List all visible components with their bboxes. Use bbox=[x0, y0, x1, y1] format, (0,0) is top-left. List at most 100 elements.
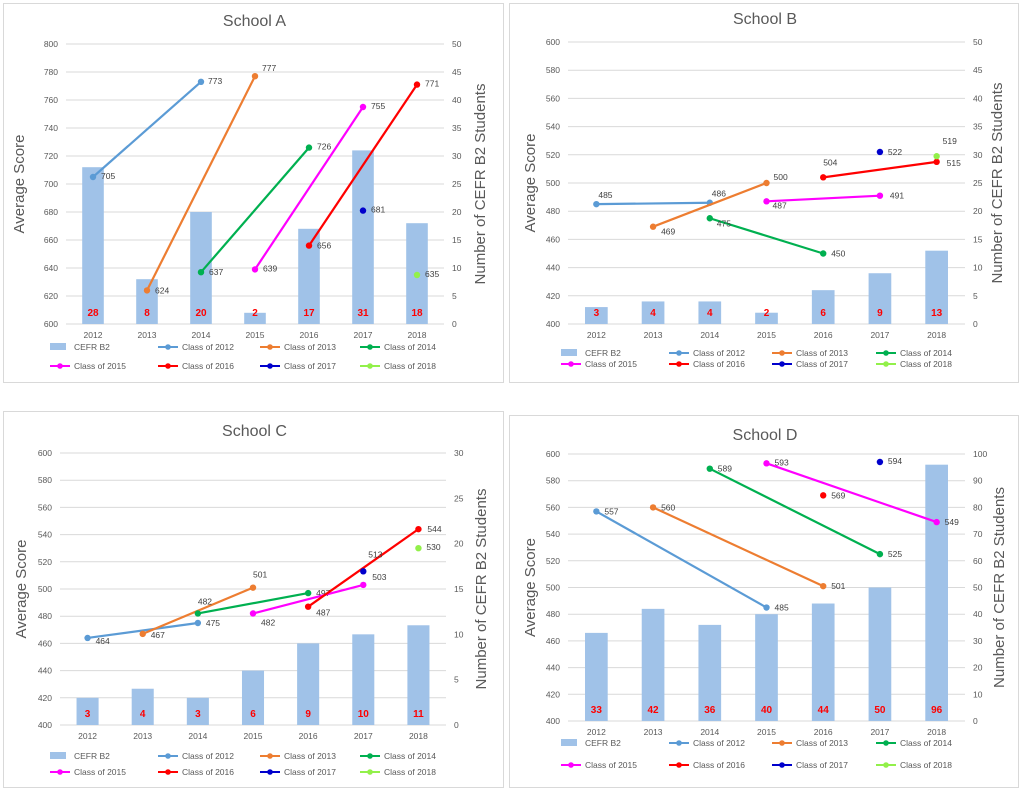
point-class-of-2015 bbox=[763, 198, 770, 205]
chart-school-a: School A60062064066068070072074076078080… bbox=[11, 13, 489, 371]
legend-marker bbox=[267, 753, 273, 759]
legend-marker bbox=[165, 363, 171, 369]
bar-2013 bbox=[136, 279, 158, 324]
line-class-of-2014 bbox=[197, 591, 309, 615]
bar-2012 bbox=[76, 697, 99, 725]
y-tick-label: 740 bbox=[44, 123, 58, 133]
legend-marker bbox=[779, 350, 785, 356]
y-tick-label: 420 bbox=[546, 291, 560, 301]
y2-tick-label: 70 bbox=[973, 529, 983, 539]
data-label: 726 bbox=[317, 142, 331, 152]
bar-value-label: 3 bbox=[85, 709, 91, 720]
bar-2016 bbox=[298, 228, 320, 324]
bar-2017 bbox=[352, 634, 375, 725]
legend-marker bbox=[883, 350, 889, 356]
bar-2017 bbox=[352, 150, 374, 324]
data-label: 469 bbox=[661, 227, 675, 237]
y-tick-label: 480 bbox=[546, 206, 560, 216]
y2-axis-title: Number of CEFR B2 Students bbox=[989, 83, 1006, 284]
y2-tick-label: 90 bbox=[973, 476, 983, 486]
y2-tick-label: 40 bbox=[973, 93, 983, 103]
bar-value-label: 6 bbox=[820, 308, 826, 319]
point-class-of-2012 bbox=[194, 619, 202, 627]
data-label: 450 bbox=[831, 249, 845, 259]
bar-value-label: 40 bbox=[761, 705, 773, 716]
line-class-of-2014 bbox=[709, 467, 881, 556]
chart-title: School A bbox=[223, 13, 286, 30]
point-class-of-2013 bbox=[139, 630, 146, 638]
y-tick-label: 440 bbox=[38, 666, 52, 676]
y-axis-title: Average Score bbox=[13, 540, 30, 639]
data-label: 487 bbox=[773, 200, 787, 210]
y2-tick-label: 20 bbox=[454, 539, 464, 549]
y-tick-label: 580 bbox=[546, 476, 560, 486]
point-class-of-2014 bbox=[706, 465, 713, 472]
y2-tick-label: 0 bbox=[452, 319, 457, 329]
x-tick-label: 2014 bbox=[188, 731, 207, 741]
data-label: 635 bbox=[425, 269, 439, 279]
x-tick-label: 2016 bbox=[300, 330, 319, 340]
y2-tick-label: 30 bbox=[973, 636, 983, 646]
data-label: 637 bbox=[209, 267, 223, 277]
chart-title: School D bbox=[733, 427, 798, 444]
point-class-of-2012 bbox=[197, 78, 205, 86]
y-tick-label: 480 bbox=[546, 609, 560, 619]
line-class-of-2015 bbox=[252, 583, 364, 615]
legend-label: Class of 2012 bbox=[693, 348, 745, 358]
legend-label: Class of 2013 bbox=[796, 738, 848, 748]
data-label: 705 bbox=[101, 171, 115, 181]
legend-swatch bbox=[561, 739, 577, 746]
y-tick-label: 520 bbox=[546, 556, 560, 566]
chart-panel-school-a: School A 600 620 640 660 680 700 720 740 760 780 80… bbox=[3, 3, 504, 383]
line-class-of-2015 bbox=[766, 462, 938, 524]
legend-marker bbox=[883, 361, 889, 367]
data-label: 503 bbox=[372, 572, 386, 582]
line-class-of-2012 bbox=[87, 621, 199, 640]
y-tick-label: 580 bbox=[38, 475, 52, 485]
y-tick-label: 460 bbox=[38, 638, 52, 648]
legend-marker bbox=[165, 769, 171, 775]
bar-value-label: 2 bbox=[764, 308, 770, 319]
data-label: 497 bbox=[316, 588, 330, 598]
point-class-of-2013 bbox=[251, 73, 259, 80]
y2-axis-title: Number of CEFR B2 Students bbox=[472, 84, 489, 285]
data-label: 501 bbox=[831, 581, 845, 591]
chart-title: School C bbox=[222, 423, 287, 440]
legend-marker bbox=[779, 361, 785, 367]
bar-2012 bbox=[82, 167, 104, 324]
bar-value-label: 4 bbox=[707, 308, 713, 319]
point-class-of-2012 bbox=[84, 634, 91, 642]
bar-value-label: 13 bbox=[931, 308, 943, 319]
y2-tick-label: 0 bbox=[454, 720, 459, 730]
line-class-of-2013 bbox=[652, 181, 767, 228]
bar-2015 bbox=[755, 312, 778, 324]
legend-label: Class of 2015 bbox=[74, 361, 126, 371]
data-label: 467 bbox=[151, 630, 165, 640]
data-label: 475 bbox=[717, 218, 731, 228]
y-tick-label: 640 bbox=[44, 263, 58, 273]
point-class-of-2013 bbox=[143, 287, 151, 294]
x-tick-label: 2018 bbox=[408, 330, 427, 340]
y2-tick-label: 0 bbox=[973, 716, 978, 726]
data-label: 486 bbox=[712, 189, 726, 199]
bar-value-label: 44 bbox=[818, 705, 830, 716]
chart-panel-school-c: School C 400 420 440 460 480 500 520 540 560 580 60… bbox=[3, 411, 504, 788]
legend-label: Class of 2015 bbox=[585, 760, 637, 770]
x-tick-label: 2012 bbox=[78, 731, 97, 741]
bar-2013 bbox=[641, 301, 665, 324]
point-class-of-2016 bbox=[820, 492, 827, 499]
bar-value-label: 18 bbox=[411, 308, 423, 319]
data-label: 593 bbox=[775, 457, 789, 467]
line-class-of-2012 bbox=[92, 80, 202, 178]
data-label: 491 bbox=[890, 191, 904, 201]
bar-value-label: 6 bbox=[250, 709, 256, 720]
bar-value-label: 11 bbox=[413, 709, 424, 720]
y2-tick-label: 45 bbox=[452, 67, 462, 77]
x-tick-label: 2018 bbox=[927, 330, 946, 340]
legend-marker bbox=[367, 344, 373, 350]
line-class-of-2013 bbox=[146, 75, 256, 291]
point-class-of-2016 bbox=[933, 158, 940, 166]
legend-marker bbox=[568, 762, 574, 768]
legend-marker bbox=[267, 363, 273, 369]
y-tick-label: 560 bbox=[546, 502, 560, 512]
